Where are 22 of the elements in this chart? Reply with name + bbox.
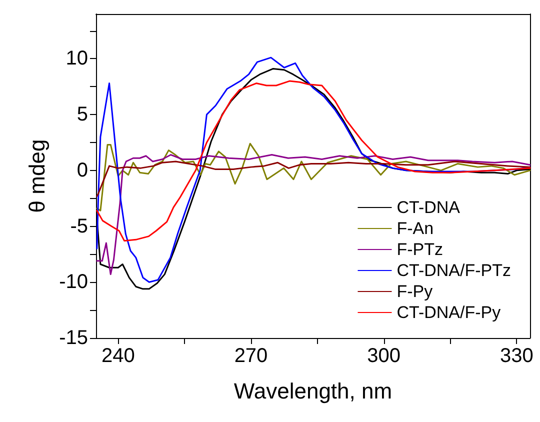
x-tick-label: 240 [101,345,135,367]
x-axis-title: Wavelength, nm [234,378,392,404]
line-series [96,154,531,276]
line-series [96,142,531,212]
y-tick-label: 0 [76,159,88,182]
x-tick-label: 300 [367,345,401,367]
y-tick-label: -15 [59,327,88,349]
line-series [96,160,531,197]
legend-label: CT-DNA [396,198,461,217]
legend-label: F-An [396,219,434,238]
x-tick-label: 270 [234,345,268,367]
y-tick-label: -10 [59,271,88,294]
legend-label: CT-DNA/F-PTz [396,261,512,280]
legend-label: CT-DNA/F-Py [396,303,502,322]
y-axis-title: θ mdeg [24,139,50,213]
line-series [96,80,531,242]
legend-label: F-Py [396,282,434,301]
y-tick-label: 10 [66,48,88,70]
y-tick-label: 5 [76,104,88,126]
x-tick-label: 330 [500,345,534,367]
legend-label: F-PTz [396,240,444,259]
y-tick-label: -5 [70,215,88,238]
